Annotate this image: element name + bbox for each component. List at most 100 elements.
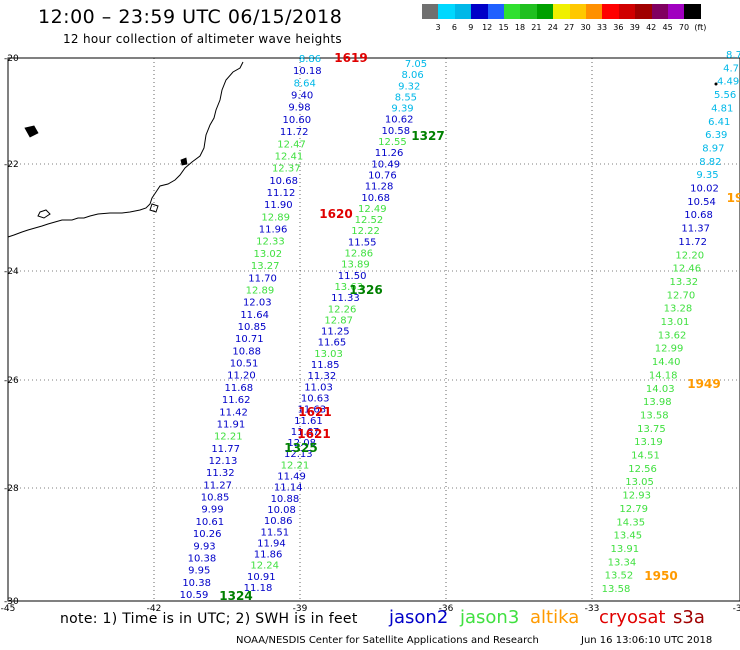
- lon-tick-label: -42: [147, 604, 162, 614]
- track-value-label: 11.67: [291, 427, 320, 438]
- track-value-label: 9.99: [201, 505, 223, 516]
- track-value-label: 13.58: [640, 410, 669, 421]
- track-value-label: 12.56: [628, 464, 657, 475]
- track-value-label: 11.91: [217, 419, 246, 430]
- track-value-label: 12.03: [243, 298, 272, 309]
- track-value-label: 11.32: [206, 468, 235, 479]
- track-value-label: 12.87: [324, 315, 353, 326]
- track-value-label: 7.05: [405, 59, 427, 70]
- track-value-label: 11.63: [297, 405, 326, 416]
- color-tick-label: 18: [514, 23, 526, 32]
- color-swatch: [618, 4, 636, 19]
- color-tick-label: 15: [498, 23, 509, 32]
- lat-tick-label: -24: [4, 267, 19, 277]
- track-value-label: 5.56: [714, 90, 736, 101]
- track-value-label: 9.35: [696, 170, 718, 181]
- track-value-label: 11.85: [311, 360, 340, 371]
- track-value-label: 6.41: [708, 117, 730, 128]
- track-value-label: 10.08: [267, 505, 296, 516]
- location-marker: [714, 82, 718, 86]
- track-value-label: 10.38: [188, 553, 217, 564]
- track-value-label: 12.46: [672, 264, 701, 275]
- track-value-label: 4.81: [711, 103, 733, 114]
- legend-jason3: jason3: [460, 607, 520, 628]
- track-value-label: 10.62: [385, 115, 414, 126]
- generation-timestamp: Jun 16 13:06:10 UTC 2018: [581, 635, 713, 646]
- track-value-label: 13.03: [314, 349, 343, 360]
- track-value-label: 11.25: [321, 327, 350, 338]
- color-tick-label: 30: [580, 23, 591, 32]
- lat-lon-grid: -45 -42 -39 -36 -33 -30 -20 -22 -24 -26 -28 -30: [1, 54, 740, 614]
- track-value-label: 11.42: [219, 407, 248, 418]
- track-value-label: 11.03: [304, 382, 333, 393]
- track-time-label: 1619: [334, 51, 367, 65]
- track-value-label: 8.06: [402, 70, 424, 81]
- track-value-label: 8.64: [294, 78, 316, 89]
- track-value-label: 12.21: [281, 460, 310, 471]
- track-value-label: 12.99: [655, 344, 684, 355]
- track-time-label: 1621: [297, 427, 330, 441]
- track-time-label: 1324: [219, 589, 252, 603]
- color-tick-label: 42: [646, 23, 657, 32]
- footer-note: note: 1) Time is in UTC; 2) SWH is in fe…: [60, 611, 358, 627]
- track-value-label: 10.54: [687, 197, 716, 208]
- track-value-label: 12.89: [261, 212, 290, 223]
- track-value-label: 10.91: [247, 572, 276, 583]
- track-value-label: 12.22: [351, 226, 380, 237]
- track-value-label: 11.61: [294, 416, 323, 427]
- lon-tick-label: -33: [585, 604, 600, 614]
- track-value-label: 9.39: [391, 104, 413, 115]
- coastline-island-4: [149, 203, 159, 213]
- color-swatch: [487, 4, 504, 19]
- track-value-label: 12.21: [214, 432, 243, 443]
- track-value-label: 11.20: [227, 371, 256, 382]
- track-value-label: 12.26: [328, 304, 357, 315]
- track-time-label: 1950: [644, 569, 677, 583]
- color-tick-label: 33: [596, 23, 608, 32]
- color-swatch: [536, 4, 554, 19]
- track-value-label: 8.82: [699, 157, 721, 168]
- track-value-label: 12.89: [246, 285, 275, 296]
- track-value-label: 11.64: [240, 310, 269, 321]
- track-value-label: 4.49: [717, 77, 739, 88]
- track-value-label: 9.40: [291, 91, 313, 102]
- map-frame: [7, 57, 740, 602]
- track-value-label: 11.77: [211, 444, 240, 455]
- track-value-label: 13.63: [334, 282, 363, 293]
- track-value-label: 10.26: [193, 529, 222, 540]
- lon-tick-label: -45: [1, 604, 16, 614]
- track-value-label: 14.03: [646, 384, 675, 395]
- track-value-label: 10.85: [201, 493, 230, 504]
- lat-tick-label: -28: [4, 484, 19, 494]
- lon-tick-label: -36: [439, 604, 454, 614]
- track-value-label: 13.32: [670, 277, 699, 288]
- legend-s3a: s3a: [673, 607, 705, 628]
- track-time-label: 1949: [687, 377, 720, 391]
- color-tick-label: 6: [451, 23, 457, 32]
- track-time-label: 19: [727, 191, 740, 205]
- coastline-island-1: [24, 125, 39, 138]
- coastline-island-2: [180, 157, 188, 166]
- track-value-label: 13.27: [251, 261, 280, 272]
- track-value-label: 12.47: [277, 139, 306, 150]
- track-time-label: 1621: [298, 405, 331, 419]
- track-value-label: 10.18: [293, 66, 322, 77]
- track-value-label: 13.91: [611, 544, 640, 555]
- color-tick-label: 27: [564, 23, 575, 32]
- track-value-label: 13.05: [625, 477, 654, 488]
- track-value-label: 11.26: [375, 148, 404, 159]
- coastline-island-3: [37, 209, 51, 219]
- track-value-label: 13.62: [658, 330, 687, 341]
- track-value-label: 10.58: [382, 126, 411, 137]
- track-value-label: 9.32: [398, 81, 420, 92]
- track-value-label: 11.86: [254, 550, 283, 561]
- color-swatch: [471, 4, 488, 19]
- track-value-label: 4.7: [723, 63, 739, 74]
- color-swatch: [602, 4, 619, 19]
- color-tick-label: 36: [613, 23, 624, 32]
- map-title: 12:00 – 23:59 UTC 06/15/2018: [38, 6, 343, 28]
- track-value-label: 6.39: [705, 130, 727, 141]
- track-value-label: 10.85: [238, 322, 267, 333]
- lat-tick-label: -22: [4, 160, 19, 170]
